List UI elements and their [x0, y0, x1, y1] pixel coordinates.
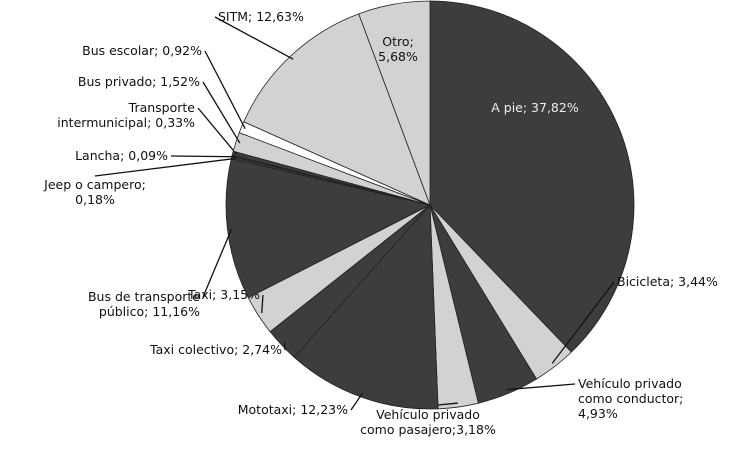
label-line: como pasajero;3,18%: [360, 422, 496, 437]
label-line: 4,93%: [578, 406, 618, 421]
leader-line: [204, 50, 246, 129]
data-label: Lancha; 0,09%: [75, 148, 168, 163]
leader-line: [202, 228, 233, 298]
label-line: Bicicleta; 3,44%: [617, 274, 718, 289]
label-line: 5,68%: [378, 49, 418, 64]
leader-line: [506, 383, 576, 391]
leader-line: [283, 342, 286, 351]
label-line: Transporte: [128, 100, 196, 115]
data-label: Jeep o campero; 0,18%: [43, 177, 146, 207]
label-line: Lancha; 0,09%: [75, 148, 168, 163]
label-line: público; 11,16%: [99, 304, 200, 319]
data-label: Mototaxi; 12,23%: [238, 402, 348, 417]
pie-slice: [358, 0, 431, 206]
label-line: Taxi colectivo; 2,74%: [149, 342, 282, 357]
data-label: Vehículo privado como conductor; 4,93%: [578, 376, 683, 421]
pie-slice: [243, 13, 431, 206]
label-line: intermunicipal; 0,33%: [57, 115, 195, 130]
leader-line: [551, 281, 615, 364]
label-line: Bus privado; 1,52%: [78, 74, 200, 89]
label-line: Otro;: [382, 34, 413, 49]
data-label: Bus privado; 1,52%: [78, 74, 200, 89]
leader-line: [197, 107, 238, 155]
label-line: como conductor;: [578, 391, 683, 406]
label-line: Mototaxi; 12,23%: [238, 402, 348, 417]
label-line: 0,18%: [75, 192, 115, 207]
data-label: Otro; 5,68%: [378, 34, 418, 64]
leader-line: [261, 294, 264, 314]
label-line: Jeep o campero;: [43, 177, 146, 192]
label-line: Vehículo privado: [578, 376, 682, 391]
label-line: Bus de transporte: [88, 289, 200, 304]
data-label: SITM; 12,63%: [218, 9, 304, 24]
leader-line: [94, 157, 236, 177]
data-label: A pie; 37,82%: [491, 100, 579, 115]
data-label: Transporte intermunicipal; 0,33%: [57, 100, 195, 130]
data-label: Bus escolar; 0,92%: [82, 43, 202, 58]
pie-slice: [293, 203, 439, 410]
leader-line: [202, 81, 241, 144]
label-line: SITM; 12,63%: [218, 9, 304, 24]
leader-line: [170, 155, 236, 158]
data-label: Bicicleta; 3,44%: [617, 274, 718, 289]
pie-slice: [429, 0, 635, 353]
data-label: Taxi colectivo; 2,74%: [149, 342, 282, 357]
leader-line: [214, 16, 294, 60]
leader-line: [350, 392, 363, 411]
data-label: Bus de transporte público; 11,16%: [88, 289, 200, 319]
label-line: A pie; 37,82%: [491, 100, 579, 115]
label-line: Vehículo privado: [376, 407, 480, 422]
data-label: Vehículo privado como pasajero;3,18%: [360, 407, 496, 437]
label-line: Bus escolar; 0,92%: [82, 43, 202, 58]
